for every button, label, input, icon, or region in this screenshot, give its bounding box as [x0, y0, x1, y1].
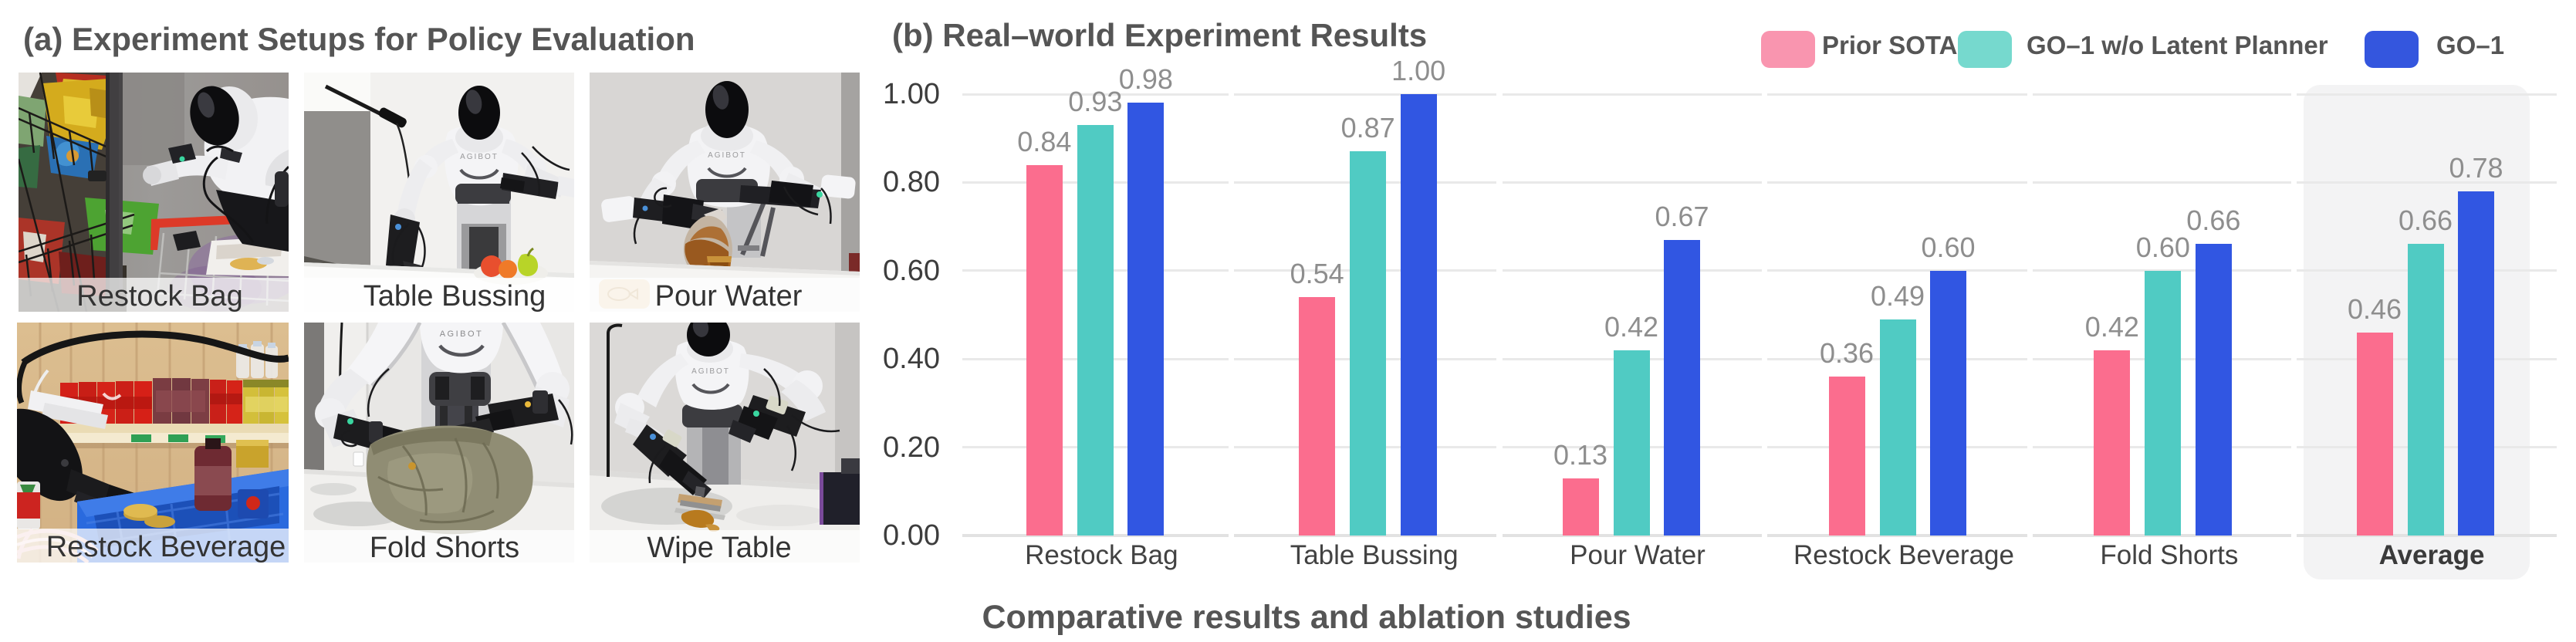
svg-text:AGIBOT: AGIBOT [460, 153, 499, 161]
svg-text:AGIBOT: AGIBOT [440, 329, 484, 339]
svg-text:AGIBOT: AGIBOT [691, 367, 730, 376]
svg-text:AGIBOT: AGIBOT [708, 151, 746, 160]
